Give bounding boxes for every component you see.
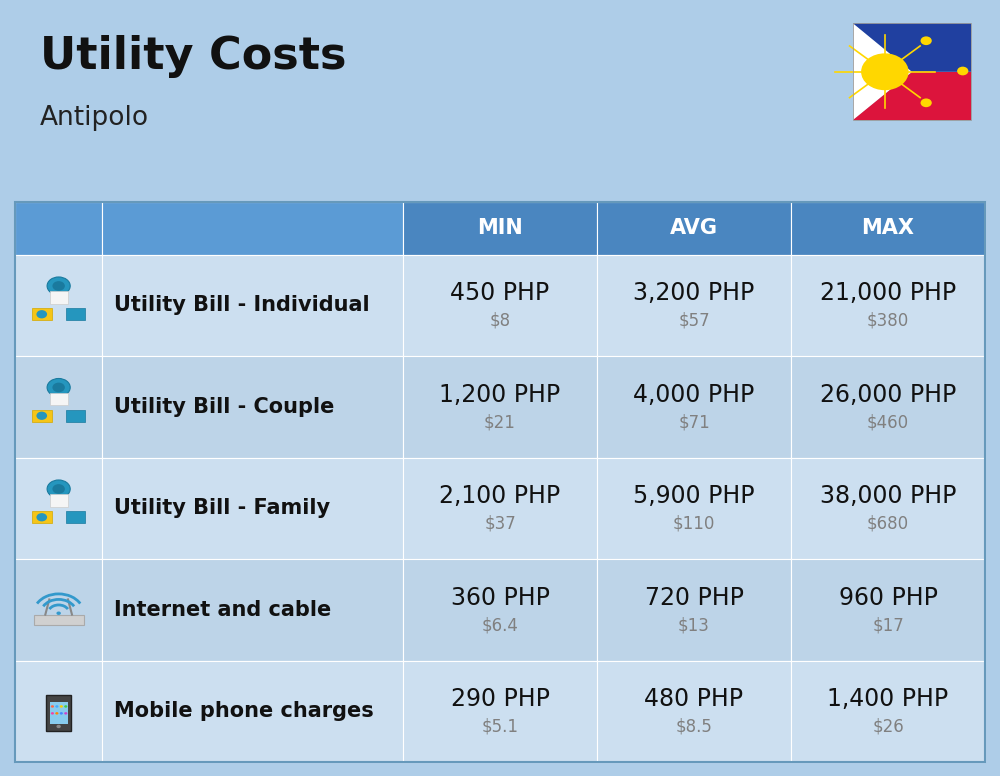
Text: 360 PHP: 360 PHP [451,586,549,610]
Text: $8: $8 [489,311,511,330]
Text: Utility Bill - Individual: Utility Bill - Individual [114,296,370,315]
Text: Internet and cable: Internet and cable [114,600,332,620]
Text: $8.5: $8.5 [676,718,712,736]
Text: 21,000 PHP: 21,000 PHP [820,281,956,305]
Text: Utility Bill - Couple: Utility Bill - Couple [114,397,335,417]
Text: Mobile phone charges: Mobile phone charges [114,702,374,721]
Text: $680: $680 [867,514,909,532]
Text: Utility Costs: Utility Costs [40,35,347,78]
Text: 3,200 PHP: 3,200 PHP [633,281,755,305]
Text: 26,000 PHP: 26,000 PHP [820,383,956,407]
Text: Antipolo: Antipolo [40,105,149,131]
Text: AVG: AVG [670,218,718,238]
Text: $6.4: $6.4 [482,616,518,634]
Text: MAX: MAX [862,218,914,238]
Text: $13: $13 [678,616,710,634]
Text: $71: $71 [678,413,710,431]
Text: $380: $380 [867,311,909,330]
Text: $57: $57 [678,311,710,330]
Text: 38,000 PHP: 38,000 PHP [820,484,956,508]
Text: $5.1: $5.1 [482,718,518,736]
Text: $110: $110 [673,514,715,532]
Text: 480 PHP: 480 PHP [644,687,744,711]
Text: 960 PHP: 960 PHP [839,586,937,610]
Text: Utility Bill - Family: Utility Bill - Family [114,498,330,518]
Text: 450 PHP: 450 PHP [450,281,550,305]
Text: $460: $460 [867,413,909,431]
Text: $21: $21 [484,413,516,431]
Text: $26: $26 [872,718,904,736]
Text: $17: $17 [872,616,904,634]
Text: 4,000 PHP: 4,000 PHP [633,383,755,407]
Text: 5,900 PHP: 5,900 PHP [633,484,755,508]
Text: 720 PHP: 720 PHP [645,586,743,610]
Text: 2,100 PHP: 2,100 PHP [439,484,561,508]
Text: 1,200 PHP: 1,200 PHP [439,383,561,407]
Text: 290 PHP: 290 PHP [451,687,549,711]
Text: $37: $37 [484,514,516,532]
Text: MIN: MIN [477,218,523,238]
Text: 1,400 PHP: 1,400 PHP [827,687,949,711]
